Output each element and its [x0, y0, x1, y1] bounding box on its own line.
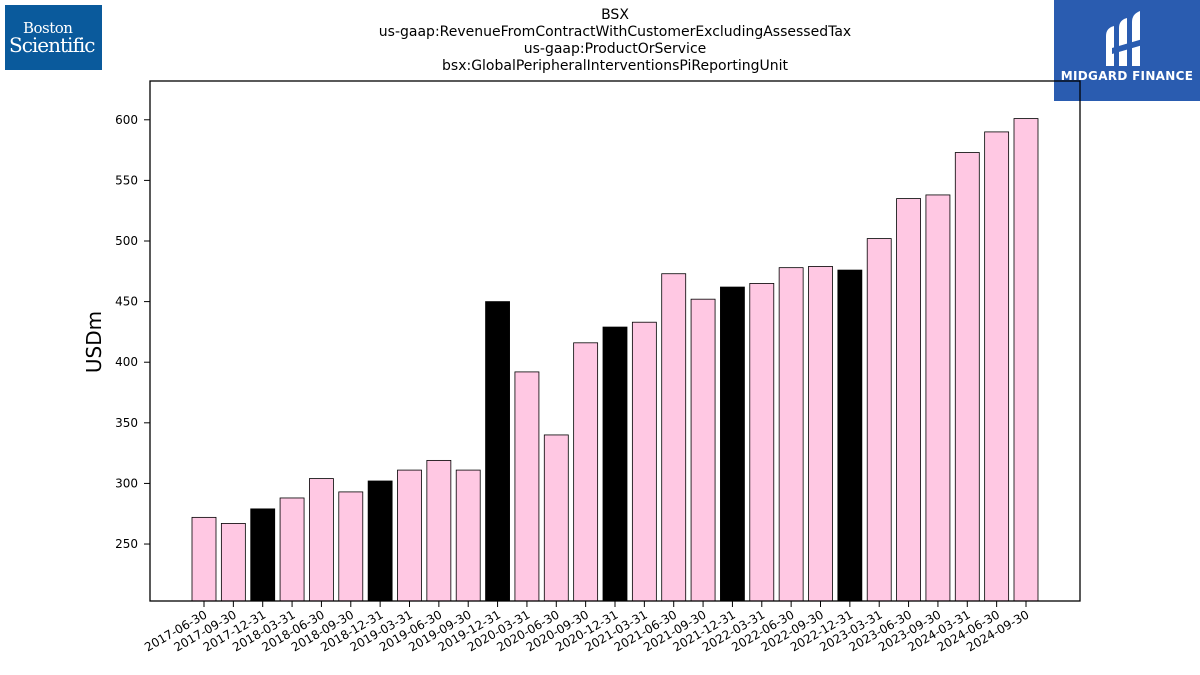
bar-2017-09-30 — [220, 523, 246, 602]
y-tick-label: 300 — [115, 476, 138, 490]
bar-2024-09-30 — [1013, 118, 1039, 602]
chart-title: BSX us-gaap:RevenueFromContractWithCusto… — [0, 7, 1200, 75]
y-tick-label: 250 — [115, 537, 138, 551]
bar-2024-06-30 — [984, 131, 1010, 602]
bar-2023-03-31 — [866, 238, 892, 602]
midgard-finance-logo: MIDGARD FINANCE — [1054, 0, 1200, 101]
bar-2017-06-30 — [191, 516, 217, 602]
bar-2022-03-31 — [749, 283, 775, 602]
bar-2023-09-30 — [925, 194, 951, 602]
bar-2019-06-30 — [426, 459, 452, 602]
bar-2022-06-30 — [778, 267, 804, 602]
bar-2020-09-30 — [573, 342, 599, 602]
chart-title-line-1: BSX — [601, 7, 629, 23]
logo-text-line-1: Boston — [23, 19, 73, 37]
y-axis: 250 300 350 400 450 500 550 600 — [115, 113, 150, 551]
bar-2024-03-31 — [954, 152, 980, 602]
bar-2022-12-31 — [837, 269, 863, 602]
bars-group — [191, 118, 1039, 602]
bar-2019-09-30 — [455, 469, 481, 602]
bar-2018-12-31 — [367, 480, 393, 602]
bar-2021-09-30 — [690, 298, 716, 602]
chart-title-line-2: us-gaap:RevenueFromContractWithCustomerE… — [378, 24, 852, 40]
chart-title-line-4: bsx:GlobalPeripheralInterventionsPiRepor… — [442, 58, 788, 74]
bar-2019-03-31 — [397, 469, 422, 602]
bar-2017-12-31 — [250, 508, 276, 602]
logo-brand-text: MIDGARD FINANCE — [1060, 69, 1194, 83]
bar-2018-09-30 — [338, 491, 364, 602]
boston-scientific-logo: Boston Scientific — [5, 5, 102, 70]
bar-2020-03-31 — [514, 371, 540, 602]
bar-2021-12-31 — [720, 286, 745, 602]
y-tick-label: 400 — [115, 355, 138, 369]
y-tick-label: 350 — [115, 416, 138, 430]
chart-title-line-3: us-gaap:ProductOrService — [523, 41, 707, 57]
midgard-emblem-icon — [1106, 11, 1146, 66]
bar-2023-06-30 — [896, 198, 921, 602]
logo-text-line-2: Scientific — [9, 33, 95, 57]
y-tick-label: 450 — [115, 295, 138, 309]
y-tick-label: 600 — [115, 113, 138, 127]
bar-2018-06-30 — [309, 478, 334, 602]
bar-2022-09-30 — [808, 266, 833, 602]
y-tick-label: 500 — [115, 234, 138, 248]
y-axis-label: USDm — [82, 311, 106, 373]
bar-2018-03-31 — [279, 497, 305, 602]
bar-2020-12-31 — [602, 326, 628, 602]
bar-2020-06-30 — [543, 434, 569, 602]
y-tick-label: 550 — [115, 173, 138, 187]
plot-frame — [149, 80, 1081, 602]
bar-2019-12-31 — [485, 301, 510, 602]
bar-2021-03-31 — [631, 321, 657, 602]
bar-2021-06-30 — [661, 273, 687, 602]
x-axis: 2017-06-302017-09-302017-12-312018-03-31… — [142, 601, 1032, 654]
